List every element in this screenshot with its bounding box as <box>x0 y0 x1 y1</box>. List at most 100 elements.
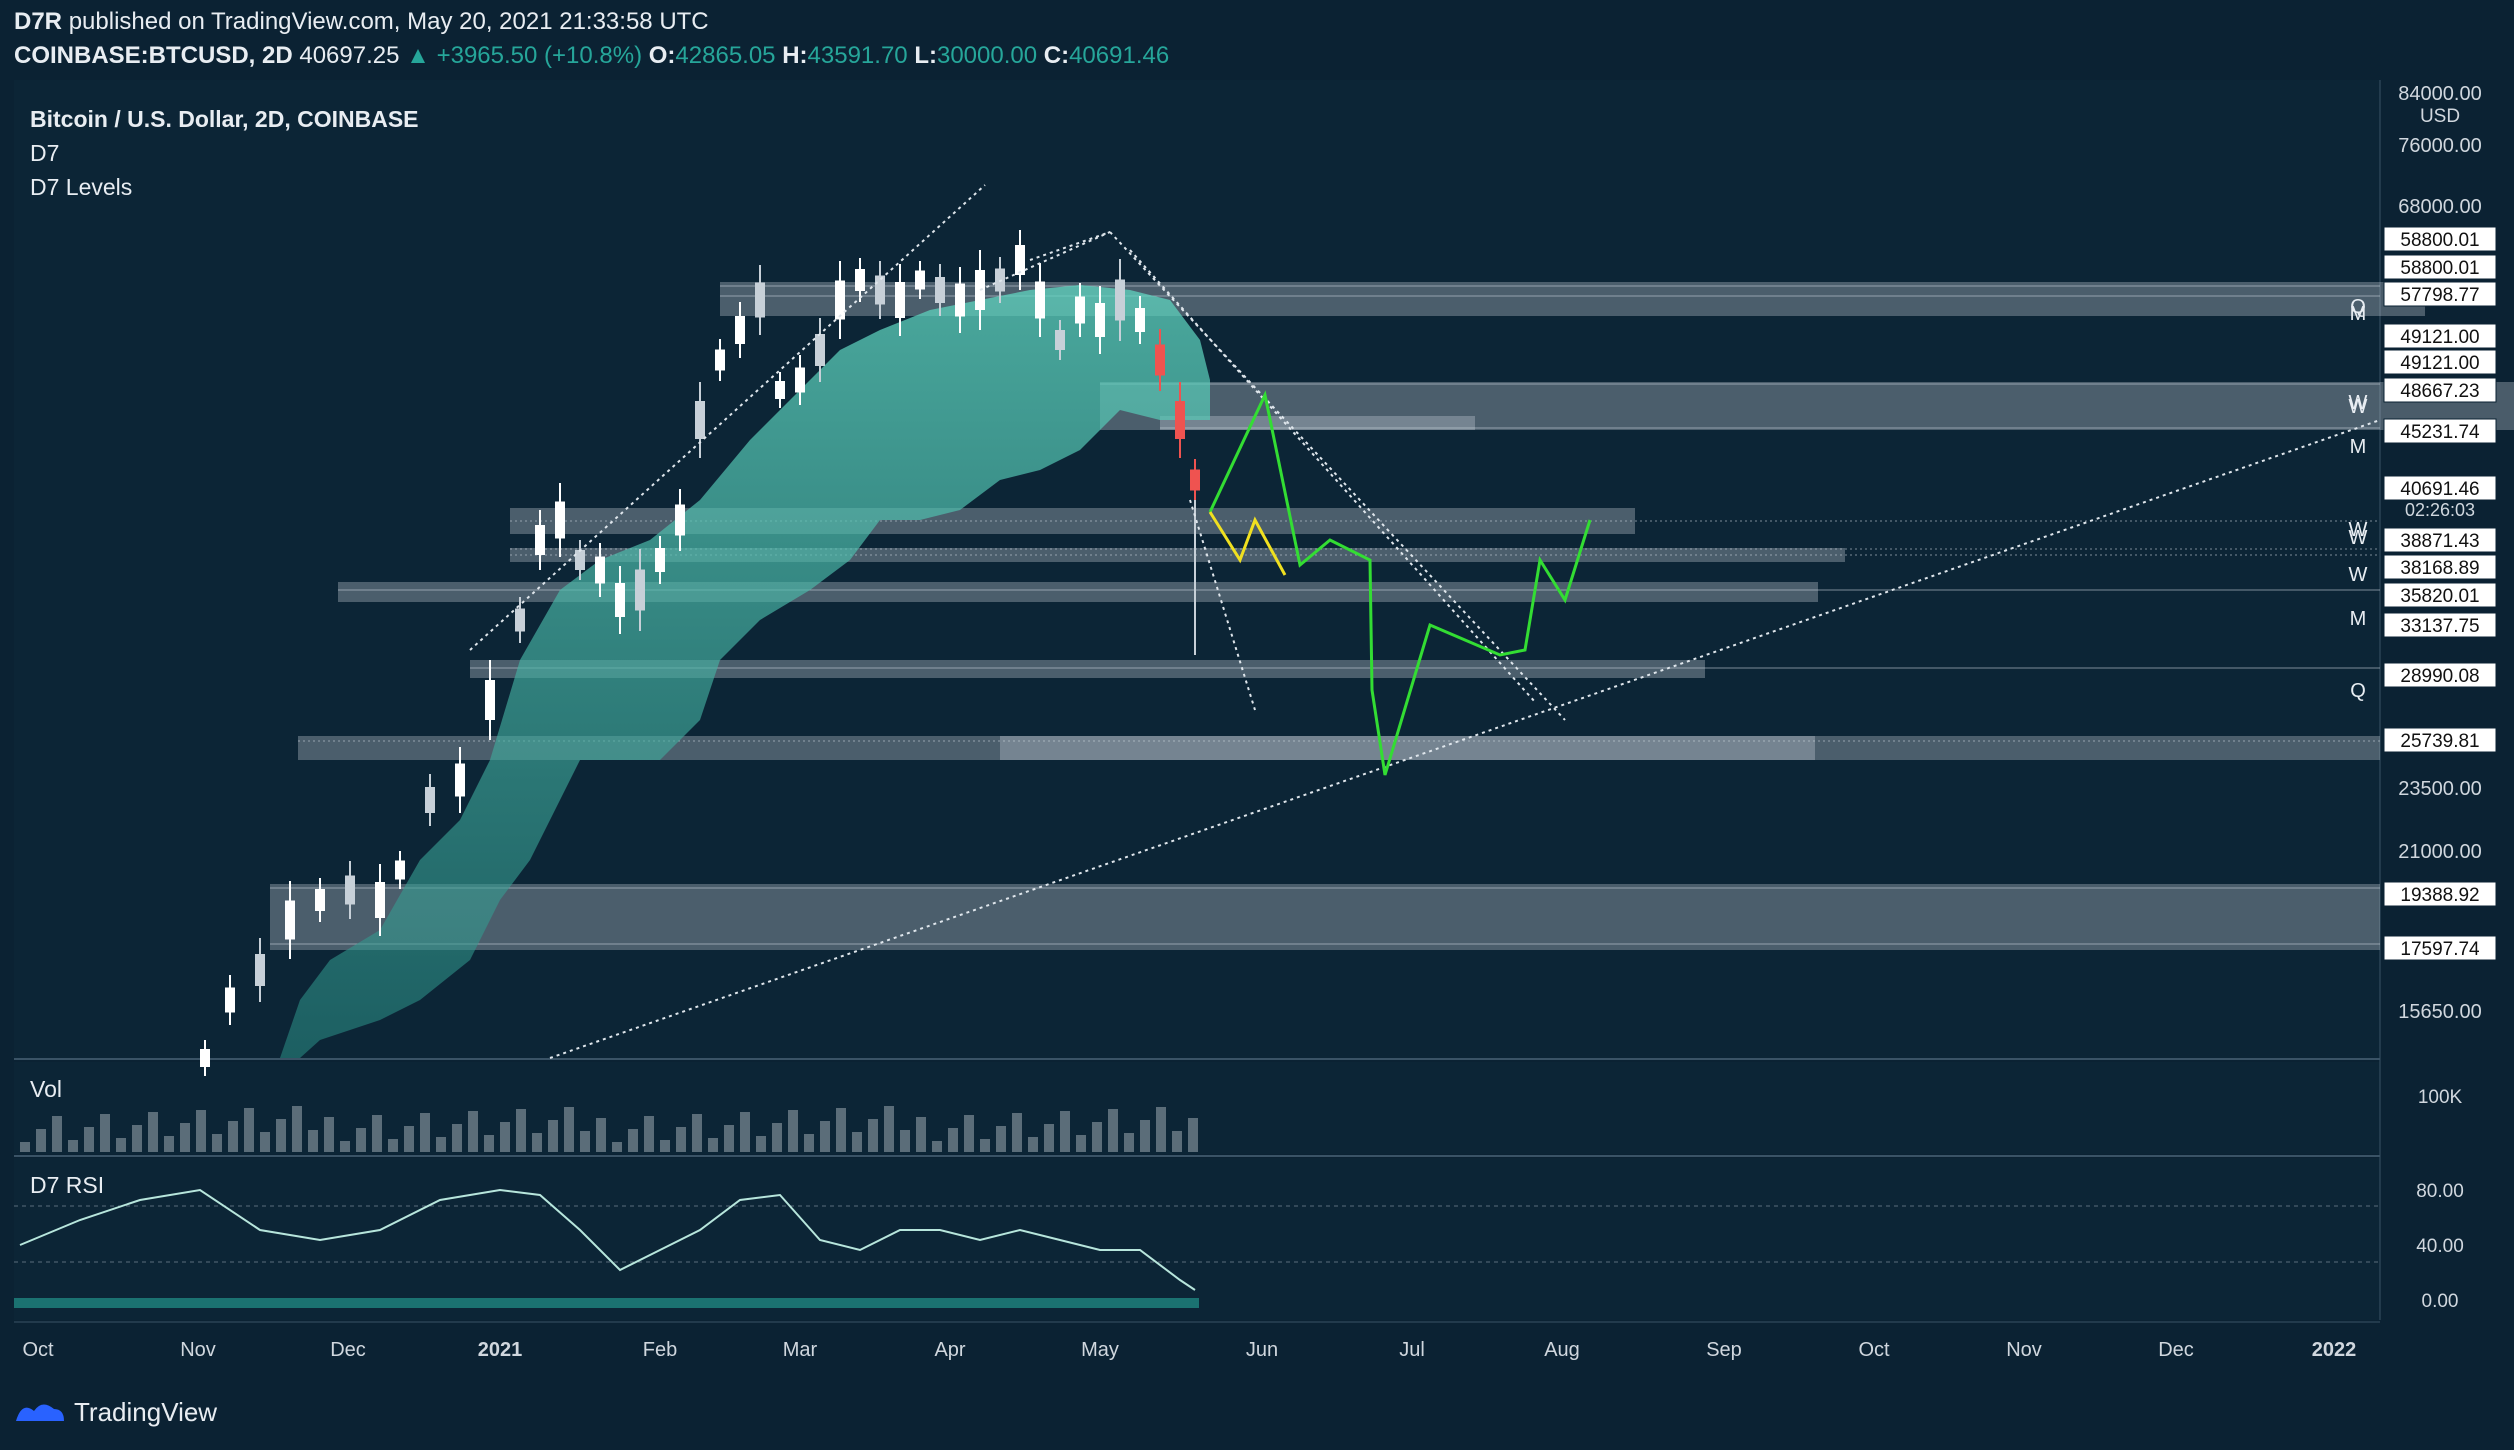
volume-bar <box>772 1123 782 1152</box>
volume-bar <box>164 1136 174 1152</box>
author[interactable]: D7R <box>14 8 63 35</box>
rsi-label[interactable]: D7 RSI <box>30 1172 105 1198</box>
volume-bars <box>20 1106 1198 1152</box>
price-label-box <box>2383 281 2497 307</box>
candle-body <box>255 954 265 986</box>
volume-bar <box>1188 1118 1198 1152</box>
forecast-paths <box>1208 390 1592 776</box>
trend-line <box>1129 249 1536 703</box>
price-label: 35820.01 <box>2400 586 2479 607</box>
volume-bar <box>276 1119 286 1152</box>
price-label-box <box>2383 662 2497 688</box>
publish-line: D7R published on TradingView.com, May 20… <box>14 8 709 36</box>
candle-body <box>1095 303 1105 337</box>
cloud-band <box>280 285 1210 1058</box>
high-label: H: <box>782 42 808 69</box>
price-label: 58800.01 <box>2400 230 2479 251</box>
candle-body <box>875 275 885 305</box>
rsi-state-bar <box>14 1298 1199 1308</box>
price-label-box <box>2383 349 2497 375</box>
level-marker: Q <box>2350 680 2366 702</box>
volume-axis-tick: 100K <box>2418 1087 2463 1108</box>
volume-bar <box>132 1125 142 1152</box>
volume-bar <box>996 1126 1006 1152</box>
price-label: 58800.01 <box>2400 258 2479 279</box>
level-marker: Q <box>2350 296 2366 318</box>
close-label: C: <box>1043 42 1070 69</box>
price-axis-tick: 68000.00 <box>2398 196 2481 218</box>
volume-label[interactable]: Vol <box>30 1076 62 1102</box>
candle-body <box>1075 296 1085 324</box>
low-value: 30000.00 <box>936 42 1038 69</box>
volume-bar <box>420 1113 430 1152</box>
volume-bar <box>660 1140 670 1152</box>
level-marker: M <box>2350 303 2367 325</box>
candle-body <box>695 401 705 439</box>
volume-bar <box>644 1116 654 1152</box>
price-axis[interactable]: 84000.00 76000.00 68000.00 23500.00 21000.00… <box>2349 83 2497 1312</box>
rsi-axis-tick: 80.00 <box>2416 1181 2464 1202</box>
indicator-levels-label[interactable]: D7 Levels <box>30 174 133 200</box>
last-price: 40697.25 <box>299 42 400 69</box>
volume-bar <box>820 1121 830 1152</box>
cloud-fill <box>280 285 1210 1058</box>
price-label-box <box>2383 323 2497 349</box>
level-marker: W <box>2349 392 2368 414</box>
trend-line <box>979 231 1111 291</box>
candle-body <box>715 349 725 371</box>
rsi-pane[interactable] <box>14 1158 2380 1320</box>
volume-bar <box>1044 1124 1054 1152</box>
time-axis[interactable]: Oct Nov Dec 2021 Feb Mar Apr May Jun Jul Aug Sep Oct… <box>22 1339 2356 1361</box>
currency-label: USD <box>2420 106 2460 127</box>
volume-bar <box>708 1138 718 1152</box>
time-axis-tick: Dec <box>2158 1339 2194 1361</box>
candle-body <box>555 501 565 539</box>
volume-bar <box>580 1131 590 1152</box>
volume-bar <box>1156 1107 1166 1152</box>
change-value: +3965.50 (+10.8%) <box>436 42 643 69</box>
volume-bar <box>356 1128 366 1152</box>
price-label-box <box>2383 527 2497 553</box>
volume-bar <box>372 1115 382 1152</box>
candle-body <box>575 550 585 570</box>
tradingview-footer[interactable]: TradingView <box>14 1392 217 1432</box>
volume-bar <box>948 1128 958 1152</box>
price-axis-tick: 21000.00 <box>2398 841 2481 863</box>
forecast-green <box>1208 390 1592 776</box>
candle-body <box>1155 344 1165 376</box>
volume-bar <box>516 1109 526 1152</box>
volume-bar <box>628 1129 638 1152</box>
price-label-box <box>2383 881 2497 907</box>
time-axis-tick: Feb <box>643 1339 677 1361</box>
volume-bar <box>788 1110 798 1152</box>
volume-bar <box>84 1127 94 1152</box>
time-axis-tick: Aug <box>1544 1339 1580 1361</box>
level-marker: W <box>2349 564 2368 586</box>
open-label: O: <box>648 42 676 69</box>
price-label: 49121.00 <box>2400 353 2479 374</box>
candles <box>200 230 1200 1076</box>
volume-bar <box>1108 1109 1118 1152</box>
price-label-box <box>2383 612 2497 638</box>
level-marker: W <box>2349 396 2368 418</box>
candle-body <box>835 280 845 320</box>
rsi-line <box>19 1188 1196 1291</box>
volume-bar <box>148 1112 158 1152</box>
volume-bar <box>100 1114 110 1152</box>
volume-bar <box>868 1119 878 1152</box>
candle-body <box>955 283 965 317</box>
trend-lines <box>469 184 2381 1059</box>
low-label: L: <box>914 42 937 69</box>
volume-bar <box>484 1135 494 1152</box>
time-axis-tick: Dec <box>330 1339 366 1361</box>
price-label: 49121.00 <box>2400 327 2479 348</box>
symbol[interactable]: COINBASE:BTCUSD, 2D <box>14 42 293 69</box>
volume-bar <box>932 1141 942 1152</box>
volume-bar <box>324 1117 334 1152</box>
chart-title: Bitcoin / U.S. Dollar, 2D, COINBASE <box>30 106 419 132</box>
level-zone <box>270 884 2380 950</box>
indicator-d7-label[interactable]: D7 <box>30 140 60 166</box>
volume-bar <box>116 1138 126 1152</box>
volume-bar <box>836 1108 846 1152</box>
